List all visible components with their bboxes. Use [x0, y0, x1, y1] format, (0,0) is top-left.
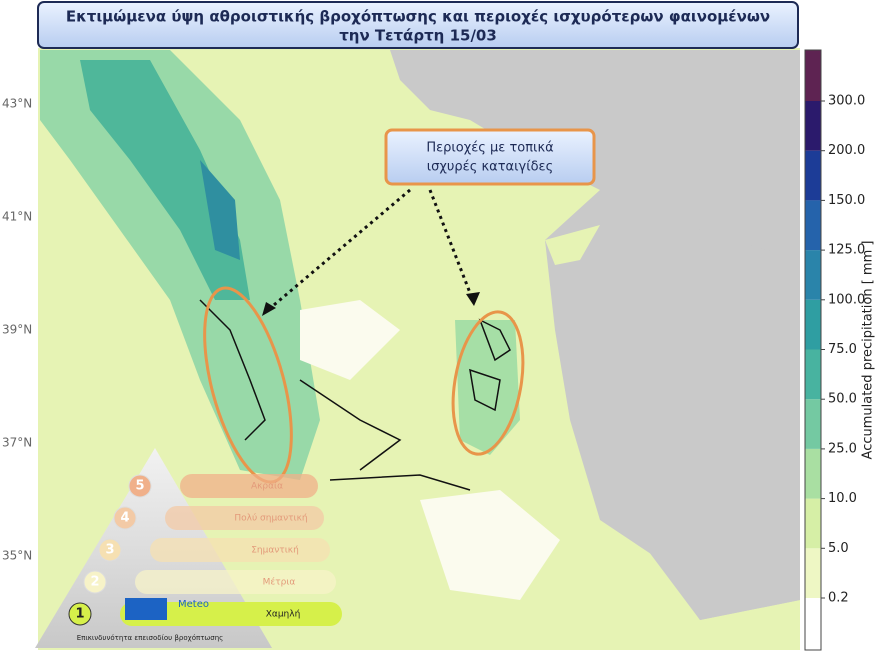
latitude-label: 37°N — [2, 436, 32, 450]
coastline — [469, 368, 501, 412]
title: την Τετάρτη 15/03 — [339, 27, 497, 45]
colorbar-tick-label: 125.0 — [828, 243, 865, 258]
dry-area — [420, 490, 560, 600]
severity-number: 1 — [75, 607, 84, 622]
colorbar-segment — [805, 548, 821, 598]
colorbar-segment — [805, 200, 821, 251]
colorbar-tick-label: 5.0 — [828, 541, 849, 556]
colorbar-segment — [805, 150, 821, 201]
severity-circle — [113, 506, 137, 530]
colorbar-tick-label: 0.2 — [828, 591, 849, 606]
severity-circle — [128, 474, 152, 498]
colorbar-label: Accumulated precipitation [ mm ] — [861, 241, 876, 460]
coastline — [329, 474, 471, 491]
colorbar-segment — [805, 598, 821, 650]
colorbar-tick-label: 50.0 — [828, 392, 857, 407]
logo-text: Meteo — [178, 599, 209, 610]
colorbar-segment — [805, 250, 821, 300]
severity-label: Πολύ σημαντική — [234, 513, 307, 524]
logo-mark — [125, 598, 167, 620]
severity-pill — [165, 506, 324, 530]
colorbar-segment — [805, 498, 821, 549]
colorbar-segment — [805, 50, 821, 101]
colorbar-segment — [805, 101, 821, 151]
colorbar-tick-label: 10.0 — [828, 491, 857, 506]
latitude-label: 43°N — [2, 97, 32, 111]
colorbar-segment — [805, 349, 821, 400]
rain-area — [200, 160, 240, 260]
callout: Περιοχές με τοπικά ισχυρές καταιγίδες — [384, 128, 596, 186]
arrow-head — [262, 302, 276, 316]
callout-text: ισχυρές καταιγίδες — [427, 160, 553, 175]
colorbar-tick-label: 150.0 — [828, 193, 865, 208]
land-no-data — [545, 225, 800, 620]
latitude-axis: 43°N 41°N 39°N 37°N 35°N — [2, 97, 32, 563]
colorbar-tick-label: 200.0 — [828, 143, 865, 158]
colorbar-segment — [805, 399, 821, 449]
highlight-ellipse — [451, 310, 525, 456]
severity-circle — [83, 570, 107, 594]
coastline — [478, 318, 511, 362]
severity-number: 2 — [90, 575, 99, 590]
severity-pill — [180, 474, 318, 498]
latitude-label: 39°N — [2, 323, 32, 337]
colorbar-segment — [805, 448, 821, 499]
severity-label: Χαμηλή — [266, 610, 301, 620]
dry-area — [300, 300, 400, 380]
severity-legend: 1 Χαμηλή 2 Μέτρια 3 Σημαντική 4 Πολύ σημαντική 5… — [35, 448, 342, 648]
sea — [545, 225, 600, 265]
colorbar-segment — [805, 299, 821, 350]
severity-number: 5 — [135, 479, 144, 494]
rain-area — [80, 60, 250, 300]
severity-number: 4 — [120, 511, 129, 526]
title: Εκτιμώμενα ύψη αθροιστικής βροχόπτωσης κ… — [66, 8, 770, 26]
severity-pill — [120, 602, 342, 626]
colorbar-tick-label: 25.0 — [828, 441, 857, 456]
coastline — [199, 299, 266, 441]
colorbar: 0.2 5.0 10.0 25.0 50.0 75.0 100.0 125.0 150.0 200… — [804, 49, 865, 651]
severity-pill — [150, 538, 330, 562]
rain-area — [40, 50, 320, 480]
title-frame — [37, 1, 799, 49]
coastline — [299, 379, 402, 471]
title-box: Εκτιμώμενα ύψη αθροιστικής βροχόπτωσης κ… — [37, 1, 799, 49]
severity-circle — [68, 602, 92, 626]
colorbar-tick-label: 100.0 — [828, 292, 865, 307]
severity-label: Ακραία — [251, 482, 283, 492]
colorbar-tick-label: 300.0 — [828, 94, 865, 109]
severity-label: Μέτρια — [263, 577, 296, 588]
severity-label: Σημαντική — [251, 546, 299, 556]
severity-pill — [135, 570, 336, 594]
callout-box — [384, 128, 596, 186]
severity-circle — [98, 538, 122, 562]
arrow — [267, 188, 411, 312]
latitude-label: 41°N — [2, 210, 32, 224]
callout-text: Περιοχές με τοπικά — [426, 141, 553, 156]
severity-caption: Επικινδυνότητα επεισοδίου βροχόπτωσης — [77, 634, 224, 642]
severity-number: 3 — [105, 543, 114, 558]
arrow-head — [466, 292, 480, 306]
latitude-label: 35°N — [2, 549, 32, 563]
colorbar-tick-label: 75.0 — [828, 342, 857, 357]
arrow — [428, 189, 474, 299]
